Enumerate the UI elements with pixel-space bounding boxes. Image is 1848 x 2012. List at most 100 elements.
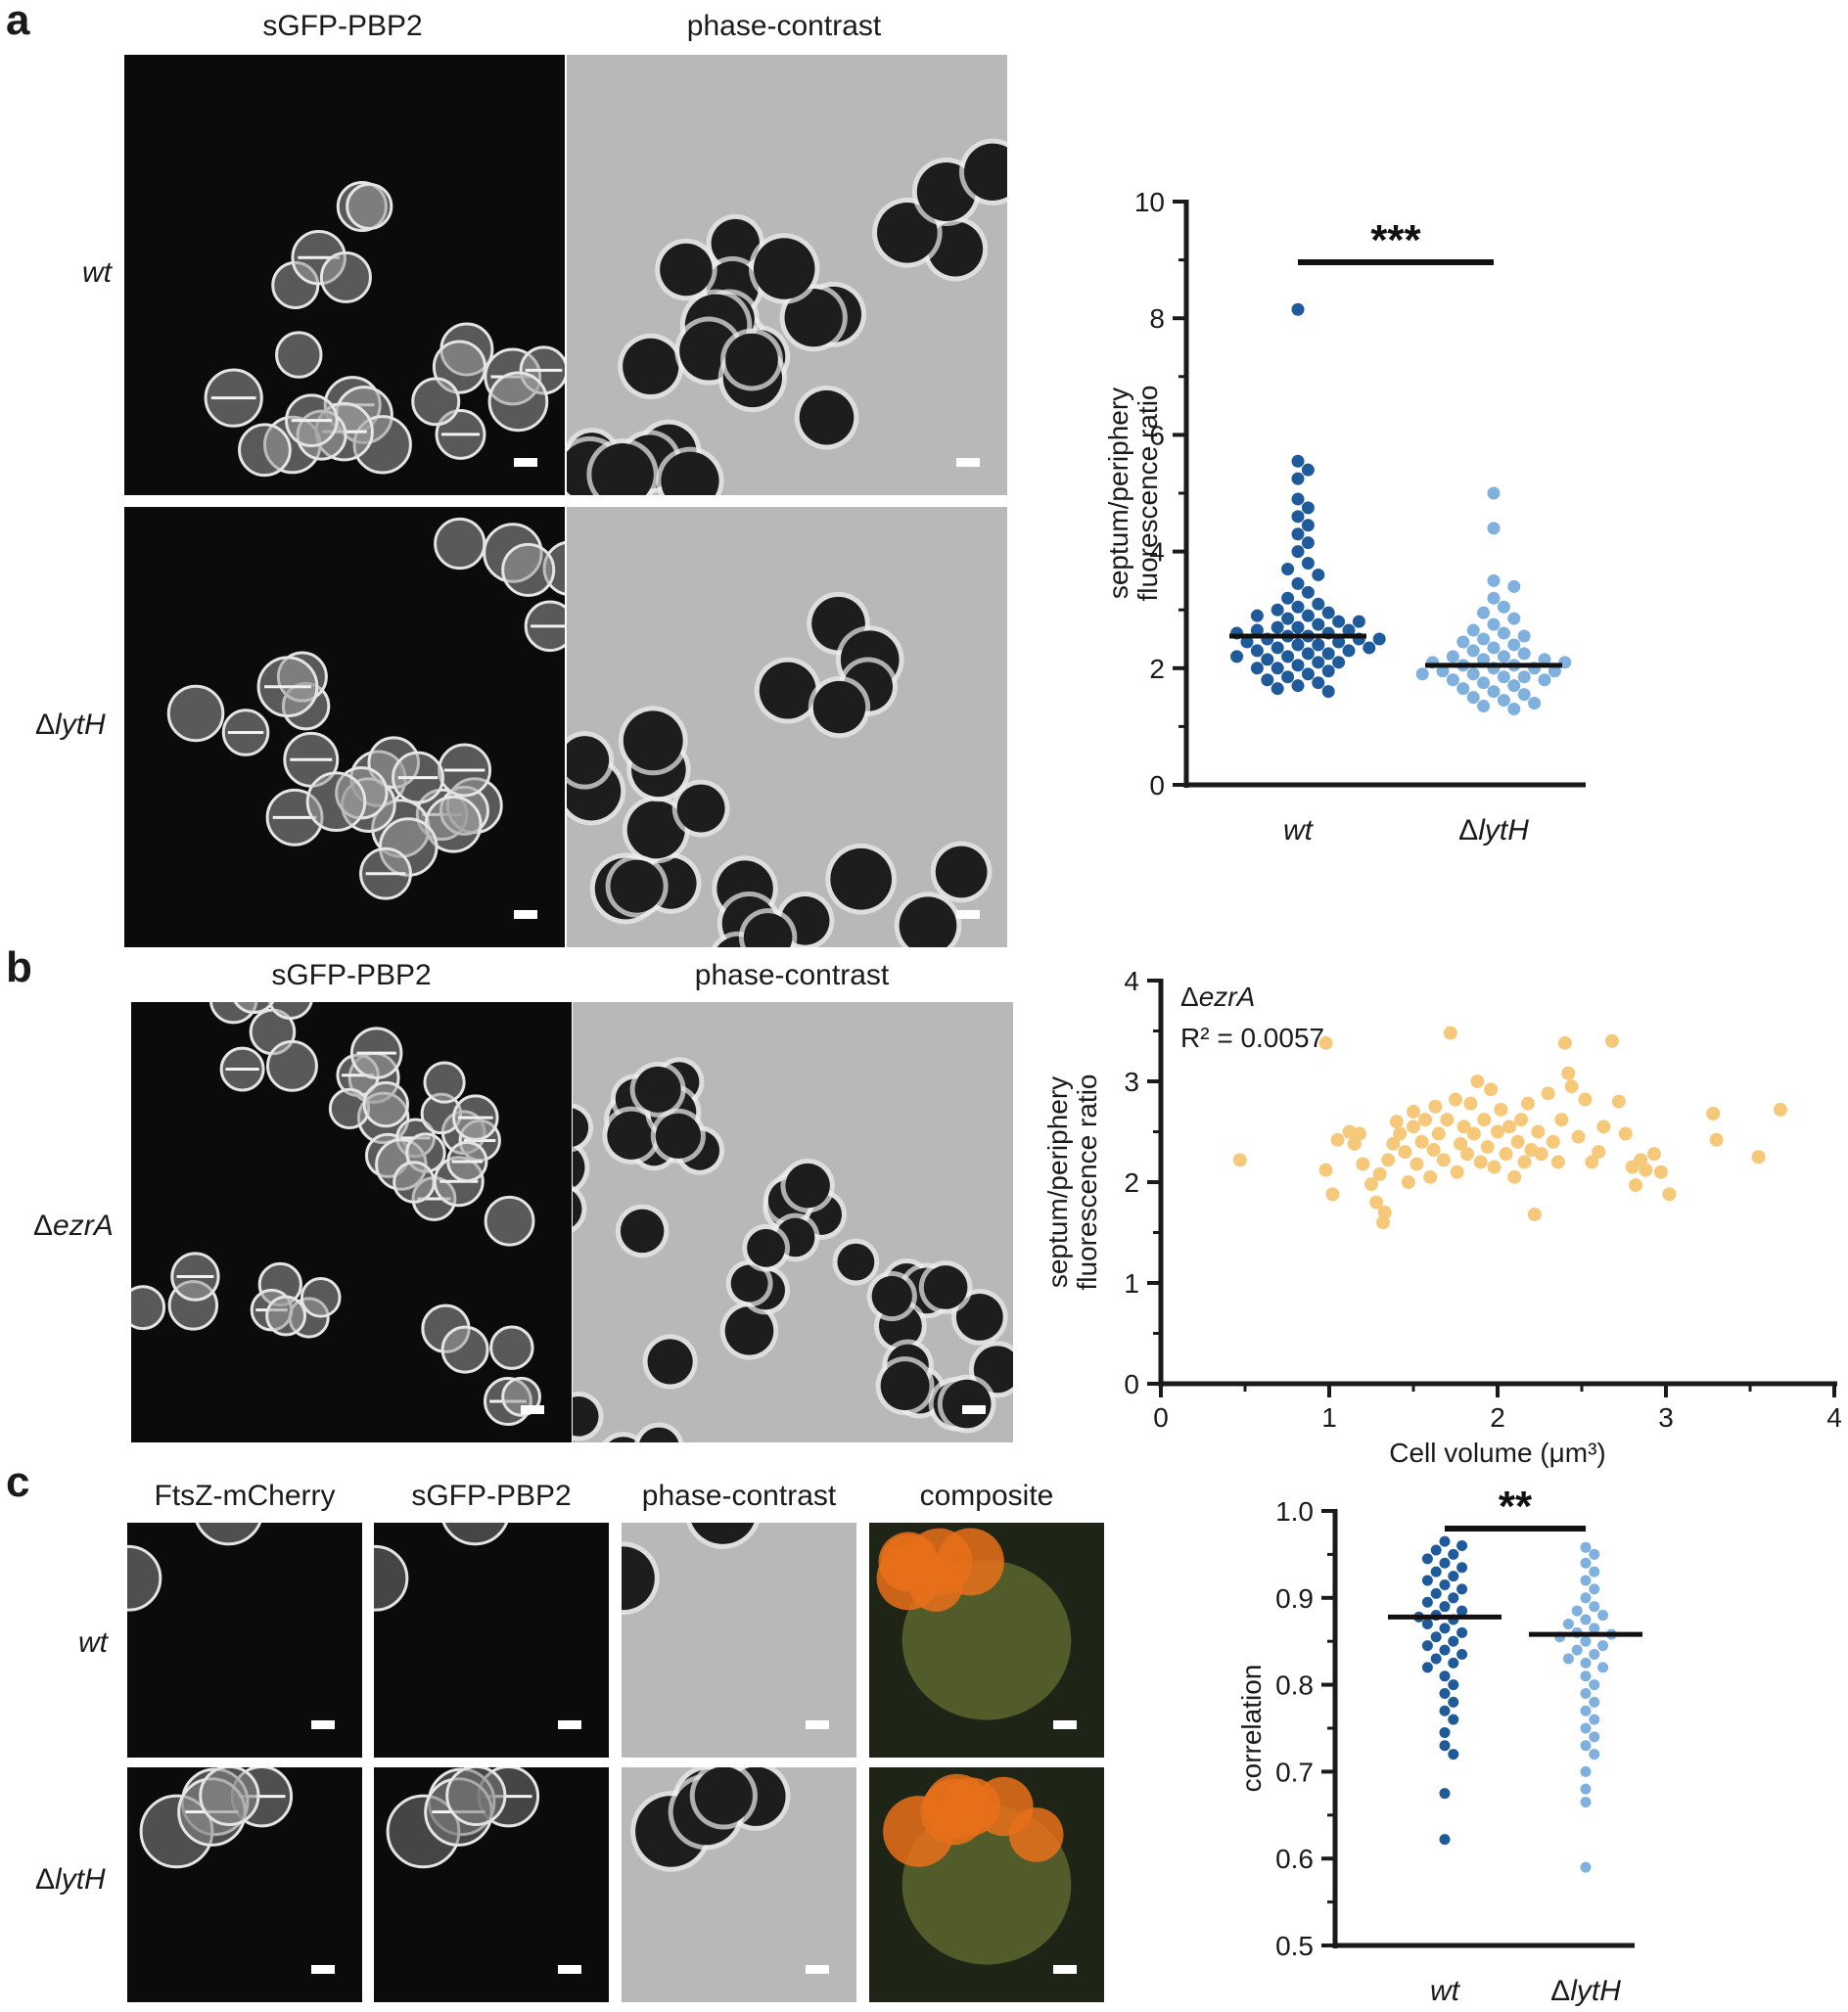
data-point <box>1369 1195 1384 1210</box>
data-point <box>1321 647 1335 661</box>
data-point <box>1407 1120 1420 1134</box>
cell <box>837 1243 875 1281</box>
cell <box>626 800 685 859</box>
data-point <box>1477 632 1491 646</box>
cell <box>393 1161 436 1204</box>
data-point <box>1270 662 1284 675</box>
scale-bar <box>514 458 537 467</box>
cell <box>265 1039 318 1092</box>
data-point <box>1446 650 1459 663</box>
data-point <box>1562 1618 1574 1629</box>
cell <box>573 1396 599 1437</box>
cell <box>724 1306 774 1355</box>
data-point <box>1487 522 1501 535</box>
col-header-phase-a: phase-contrast <box>686 10 882 42</box>
data-point <box>1589 1601 1600 1613</box>
data-point <box>1436 1153 1451 1167</box>
cell <box>620 1209 665 1254</box>
micrograph-ftsz-wt-c <box>127 1523 362 1758</box>
micrograph-composite-lytH-c <box>869 1767 1104 2002</box>
micrograph-gfp-lytH-a <box>124 507 565 947</box>
data-point <box>1356 1157 1370 1171</box>
data-point <box>1291 679 1305 693</box>
micrograph-phase-ezrA-b <box>573 1002 1013 1442</box>
col-header-gfp-b: sGFP-PBP2 <box>271 959 432 991</box>
cell <box>591 443 654 495</box>
data-point <box>1332 635 1346 649</box>
data-point <box>1250 662 1264 675</box>
data-point <box>1470 1075 1485 1088</box>
data-point <box>1580 1557 1592 1569</box>
col-header-phase-b: phase-contrast <box>694 959 890 991</box>
cell <box>743 913 793 947</box>
cell <box>942 1777 1000 1836</box>
cell <box>747 1228 786 1267</box>
data-point <box>1487 617 1501 631</box>
y-tick-label: 0.9 <box>1275 1583 1314 1614</box>
data-point <box>1430 1631 1442 1643</box>
data-point <box>1456 1626 1468 1638</box>
cell <box>711 218 760 268</box>
data-point <box>1450 1165 1464 1179</box>
cell <box>799 389 855 445</box>
cell <box>647 1339 693 1385</box>
cell <box>694 1767 753 1825</box>
data-point <box>1312 568 1325 581</box>
data-point <box>1261 673 1274 687</box>
cell <box>942 1379 992 1429</box>
data-point <box>1597 1610 1609 1622</box>
data-point <box>1281 591 1295 605</box>
data-point <box>1477 676 1491 690</box>
data-point <box>1230 650 1244 663</box>
data-point <box>1487 641 1501 655</box>
cell <box>830 847 893 910</box>
data-point <box>1372 1166 1387 1181</box>
cell <box>660 243 713 297</box>
data-point <box>1318 1035 1333 1050</box>
cell <box>374 1544 409 1612</box>
data-point <box>1520 1096 1535 1111</box>
y-tick-label: 0.8 <box>1275 1670 1314 1701</box>
data-point <box>1330 1132 1345 1147</box>
data-point <box>1318 1163 1333 1177</box>
data-point <box>1456 1605 1468 1617</box>
data-point <box>1580 1722 1592 1734</box>
data-point <box>1589 1696 1600 1708</box>
scale-bar <box>558 1720 581 1729</box>
cell <box>127 1544 162 1612</box>
data-point <box>1389 1115 1404 1129</box>
data-point <box>1439 1705 1451 1716</box>
scatter-plot-b: 0 1 2 3 4 0 1 2 3 4 Cell volume (μm³) septum/periph… <box>1042 966 1842 1468</box>
cell <box>935 846 988 898</box>
cell <box>131 1285 166 1331</box>
data-point <box>1477 606 1491 619</box>
data-point <box>1372 632 1386 646</box>
data-point <box>1363 641 1376 655</box>
data-point <box>1494 1102 1508 1117</box>
x-tick-label: ΔlytH <box>1458 814 1529 846</box>
cell <box>725 333 778 387</box>
data-point <box>1398 1145 1412 1160</box>
y-tick-label: 1.0 <box>1275 1496 1314 1527</box>
data-point <box>1507 1169 1522 1184</box>
cell <box>655 1113 701 1159</box>
data-point <box>1580 1635 1592 1647</box>
data-point <box>1531 1124 1546 1139</box>
scale-bar <box>956 910 980 919</box>
data-point <box>1589 1548 1600 1560</box>
data-point <box>1291 472 1305 485</box>
data-point <box>1421 1640 1433 1652</box>
x-tick-label: ΔlytH <box>1550 1975 1621 2007</box>
data-point <box>1430 1653 1442 1665</box>
data-point <box>1421 1618 1433 1629</box>
data-point <box>1534 1147 1548 1162</box>
data-point <box>1421 1662 1433 1673</box>
data-point <box>1321 685 1335 699</box>
data-point <box>1580 1592 1592 1604</box>
data-point <box>1548 664 1561 678</box>
data-point <box>1497 694 1510 708</box>
data-point <box>1541 1086 1555 1101</box>
cell <box>487 371 549 433</box>
cell <box>623 338 679 395</box>
cell <box>484 1195 535 1247</box>
